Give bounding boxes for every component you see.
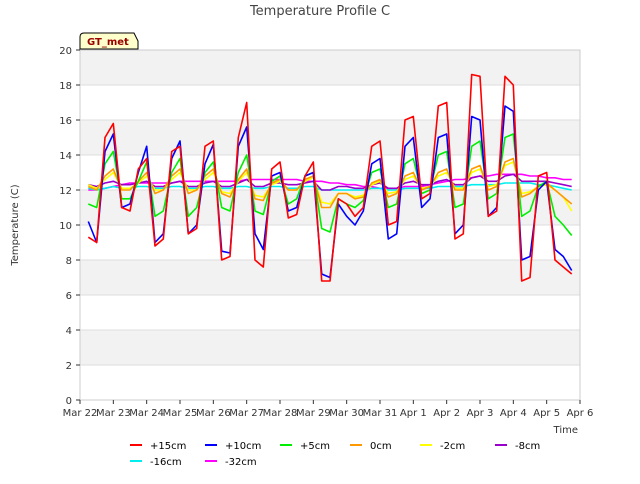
y-tick-label: 18 (59, 81, 72, 92)
x-tick-label: Mar 28 (263, 408, 298, 419)
y-tick-label: 6 (66, 291, 72, 302)
y-axis-label: Temperature (C) (10, 184, 21, 266)
x-tick-label: Mar 26 (196, 408, 231, 419)
legend-item: -2cm (420, 441, 465, 452)
legend-label: -8cm (515, 441, 540, 452)
y-tick-label: 8 (66, 256, 72, 267)
legend-item: +10cm (205, 441, 261, 452)
x-tick-label: Apr 3 (467, 408, 494, 419)
x-tick-label: Apr 4 (500, 408, 527, 419)
plot-band (80, 85, 580, 120)
y-axis: 0 2 4 6 8 10 12 14 16 18 20 (59, 46, 80, 407)
legend-item: -32cm (205, 457, 257, 468)
y-tick-label: 16 (59, 116, 72, 127)
x-tick-label: Mar 22 (63, 408, 98, 419)
x-tick-label: Mar 23 (96, 408, 131, 419)
legend-item: +15cm (130, 441, 186, 452)
x-tick-label: Apr 5 (533, 408, 560, 419)
plot-band (80, 50, 580, 85)
legend-item: -16cm (130, 457, 182, 468)
legend-label: +5cm (300, 441, 330, 452)
x-axis-label: Time (553, 425, 578, 436)
annotation-badge: GT_met (79, 32, 139, 50)
legend-item: 0cm (350, 441, 392, 452)
legend-label: -2cm (440, 441, 465, 452)
plot-band (80, 120, 580, 155)
y-tick-label: 10 (59, 221, 72, 232)
y-tick-label: 4 (66, 326, 72, 337)
plot-band (80, 365, 580, 400)
plot-band (80, 155, 580, 190)
legend: +15cm +10cm +5cm 0cm -2cm -8cm -16cm -32cm (130, 441, 540, 468)
x-tick-label: Apr 1 (400, 408, 427, 419)
legend-label: -16cm (150, 457, 182, 468)
x-tick-label: Mar 29 (296, 408, 331, 419)
y-tick-label: 12 (59, 186, 72, 197)
series-line-+15cm (87, 73, 573, 282)
legend-label: 0cm (370, 441, 392, 452)
annotation-label: GT_met (87, 37, 129, 48)
x-tick-label: Mar 27 (229, 408, 264, 419)
legend-label: +10cm (225, 441, 261, 452)
y-tick-label: 20 (59, 46, 72, 57)
y-tick-label: 2 (66, 361, 72, 372)
y-tick-label: 14 (59, 151, 72, 162)
plot-band (80, 295, 580, 330)
series-lines (87, 73, 573, 282)
legend-item: -8cm (495, 441, 540, 452)
x-tick-label: Apr 2 (433, 408, 460, 419)
x-tick-label: Mar 30 (329, 408, 364, 419)
legend-label: +15cm (150, 441, 186, 452)
x-tick-label: Apr 6 (567, 408, 594, 419)
x-tick-label: Mar 25 (163, 408, 198, 419)
plot-band (80, 330, 580, 365)
chart-title: Temperature Profile C (249, 4, 390, 19)
legend-label: -32cm (225, 457, 257, 468)
legend-item: +5cm (280, 441, 330, 452)
y-tick-label: 0 (66, 396, 72, 407)
x-tick-label: Mar 31 (363, 408, 398, 419)
x-tick-label: Mar 24 (129, 408, 164, 419)
